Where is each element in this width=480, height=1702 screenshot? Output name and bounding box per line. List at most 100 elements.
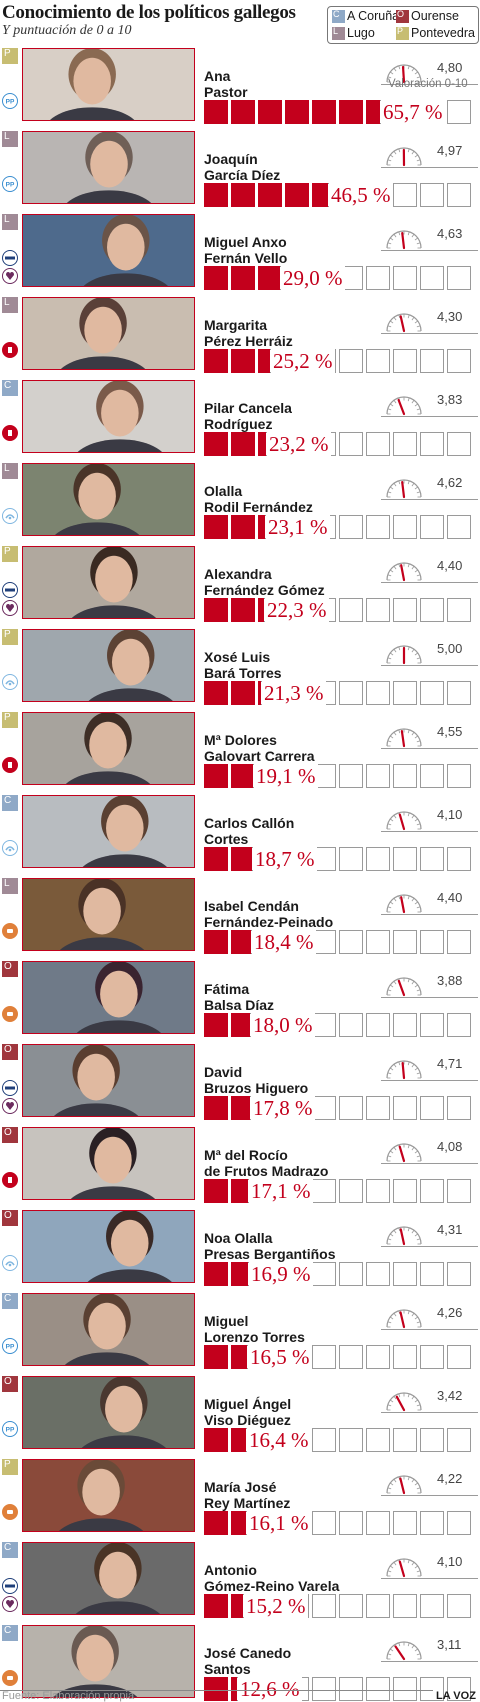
footer-rule — [0, 1690, 433, 1691]
bar-fill-partial — [231, 1677, 237, 1701]
portrait-photo — [22, 380, 195, 453]
last-name: García Díez — [204, 167, 281, 183]
bar-fill — [204, 930, 228, 954]
bar-cell — [447, 100, 471, 124]
bar-cell — [339, 1179, 363, 1203]
portrait-photo — [22, 1376, 195, 1449]
bar-fill-partial — [231, 1511, 246, 1535]
list-item: C Carlos Callón Cortes 18,7 % 4,10 — [0, 795, 480, 878]
first-name: Miguel Anxo — [204, 234, 287, 250]
percentage-label: 16,9 % — [249, 1262, 313, 1286]
bar-cell — [420, 432, 444, 456]
bar-cell — [339, 1013, 363, 1037]
bar-cell — [447, 764, 471, 788]
politician-name: Miguel Lorenzo Torres — [204, 1313, 305, 1345]
bar-cell — [420, 764, 444, 788]
svg-text:PP: PP — [6, 99, 15, 106]
bar-cell — [366, 1677, 390, 1701]
province-badge: L — [2, 878, 18, 894]
party-ciudadanos-icon — [2, 1670, 18, 1686]
bar-cell — [366, 266, 390, 290]
last-name: Cortes — [204, 831, 249, 847]
score-gauge — [382, 1222, 452, 1246]
score-gauge — [382, 309, 452, 333]
list-item: O PP Miguel Ángel Viso Diéguez 16,4 % 3,42 — [0, 1376, 480, 1459]
gauge-needle — [400, 896, 406, 914]
score-value: 3,83 — [437, 392, 463, 407]
score-value: 4,40 — [437, 558, 463, 573]
list-item: C José Canedo Santos 12,6 % 3,11 — [0, 1625, 480, 1702]
bar-cell — [447, 1345, 471, 1369]
politician-name: Alexandra Fernández Gómez — [204, 566, 325, 598]
party-podemos-icon — [2, 1596, 18, 1612]
bar-cell — [420, 847, 444, 871]
bar-cell — [366, 1013, 390, 1037]
party-bng-icon — [2, 1255, 18, 1271]
last-name: Presas Bergantiños — [204, 1246, 336, 1262]
percentage-label: 18,0 % — [251, 1013, 315, 1037]
bar-fill — [231, 183, 255, 207]
bar-cell — [312, 1428, 336, 1452]
gauge-baseline — [381, 1329, 478, 1330]
gauge-needle — [401, 65, 406, 84]
score-gauge — [382, 558, 452, 582]
gauge-needle — [395, 1395, 406, 1412]
bar-cell — [420, 930, 444, 954]
footer: Fuente: Elaboración propia LA VOZ — [0, 1690, 480, 1702]
legend-label: Pontevedra — [411, 26, 475, 40]
bar-fill-partial — [258, 349, 270, 373]
bar-fill — [204, 100, 228, 124]
bar-fill-partial — [231, 764, 253, 788]
knowledge-bar: 46,5 % — [204, 183, 478, 207]
bar-cell — [366, 432, 390, 456]
gauge-baseline — [381, 499, 478, 500]
bar-fill — [285, 183, 309, 207]
gauge-needle — [397, 398, 406, 416]
gauge-needle — [401, 232, 406, 250]
politician-name: Margarita Pérez Herráiz — [204, 317, 293, 349]
party-podemos-icon — [2, 600, 18, 616]
bar-fill-partial — [231, 847, 252, 871]
first-name: Mª del Rocío — [204, 1147, 288, 1163]
knowledge-bar: 17,8 % — [204, 1096, 478, 1120]
portrait-photo — [22, 1459, 195, 1532]
bar-fill-partial — [231, 1013, 250, 1037]
bar-cell — [393, 847, 417, 871]
bar-cell — [339, 1428, 363, 1452]
bar-cell — [447, 1511, 471, 1535]
bar-fill-partial — [231, 1096, 250, 1120]
last-name: Lorenzo Torres — [204, 1329, 305, 1345]
bar-fill — [204, 847, 228, 871]
province-badge: C — [2, 1625, 18, 1641]
province-badge: O — [2, 1376, 18, 1392]
score-gauge — [382, 143, 452, 167]
bar-cell — [420, 598, 444, 622]
bar-cell — [366, 1511, 390, 1535]
province-badge: L — [2, 214, 18, 230]
percentage-label: 16,1 % — [247, 1511, 311, 1535]
score-gauge — [382, 1471, 452, 1495]
score-gauge — [382, 890, 452, 914]
party-bng-icon — [2, 840, 18, 856]
first-name: José Canedo — [204, 1645, 292, 1661]
politician-name: María José Rey Martínez — [204, 1479, 290, 1511]
gauge-needle — [397, 979, 406, 997]
portrait-photo — [22, 214, 195, 287]
list-item: L Miguel Anxo Fernán Vello 29,0 % 4,63 — [0, 214, 480, 297]
bar-cell — [312, 1345, 336, 1369]
bar-cell — [312, 1511, 336, 1535]
bar-cell — [447, 1594, 471, 1618]
bar-fill — [204, 764, 228, 788]
first-name: Olalla — [204, 483, 243, 499]
politician-name: Isabel Cendán Fernández-Peinado — [204, 898, 333, 930]
party-anova-icon — [2, 1578, 18, 1594]
list-item: C Antonio Gómez-Reino Varela 15,2 % 4,10 — [0, 1542, 480, 1625]
province-badge: P — [2, 546, 18, 562]
bar-cell — [366, 349, 390, 373]
knowledge-bar: 23,2 % — [204, 432, 478, 456]
bar-cell — [312, 1262, 336, 1286]
bar-cell — [339, 1096, 363, 1120]
percentage-label: 22,3 % — [265, 598, 329, 622]
bar-cell — [393, 930, 417, 954]
party-anova-icon — [2, 250, 18, 266]
